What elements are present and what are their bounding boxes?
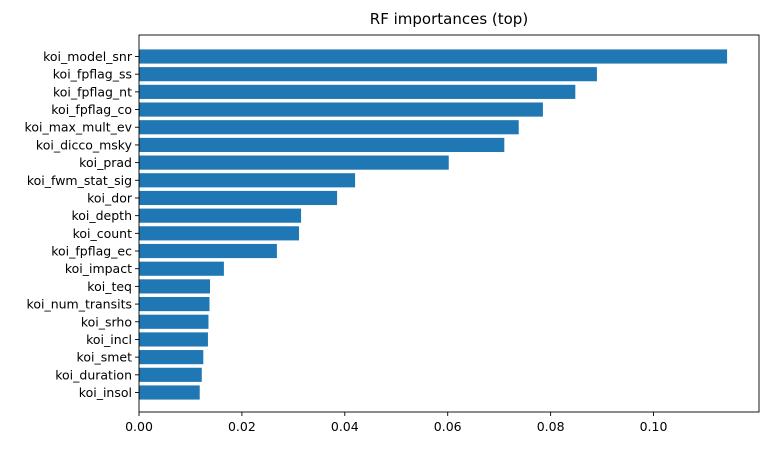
y-tick-label: koi_model_snr	[43, 49, 133, 64]
y-tick-label: koi_depth	[71, 208, 132, 223]
x-tick-label: 0.10	[640, 419, 668, 434]
x-tick-label: 0.06	[434, 419, 462, 434]
y-tick-label: koi_prad	[79, 155, 132, 170]
y-tick-label: koi_dor	[87, 190, 133, 205]
y-tick-label: koi_smet	[77, 350, 133, 365]
plot-frame	[138, 34, 760, 413]
bar-koi-duration	[139, 367, 202, 382]
x-tick-label: 0.00	[125, 419, 153, 434]
x-tick-label: 0.04	[331, 419, 359, 434]
y-tick-label: koi_dicco_msky	[36, 137, 133, 152]
bar-koi-incl	[139, 332, 208, 347]
y-axis-ticks: koi_model_snr koi_fpflag_ss koi_fpflag_ntk…	[25, 49, 139, 400]
y-tick-label: koi_incl	[86, 332, 132, 347]
y-tick-label: koi_fpflag_ss	[53, 67, 132, 82]
bar-koi-max-mult-ev	[139, 120, 519, 135]
y-tick-label: koi_max_mult_ev	[25, 120, 133, 135]
y-tick-label: koi_fpflag_ec	[51, 244, 132, 259]
bar-koi-prad	[139, 155, 449, 170]
chart-title: RF importances (top)	[370, 10, 528, 28]
y-tick-label: koi_duration	[55, 367, 132, 382]
y-tick-label: koi_fpflag_nt	[53, 84, 132, 99]
y-tick-label: koi_teq	[87, 279, 132, 294]
y-tick-label: koi_count	[73, 226, 133, 241]
bar-koi-depth	[139, 208, 302, 223]
y-tick-label: koi_srho	[81, 314, 132, 329]
y-tick-label: koi_fwm_stat_sig	[27, 173, 132, 188]
bar-koi-count	[139, 226, 300, 241]
bar-group	[139, 49, 728, 400]
bar-koi-smet	[139, 350, 204, 365]
bar-koi-insol	[139, 385, 200, 400]
bar-koi-dor	[139, 190, 338, 206]
y-tick-label: koi_insol	[79, 385, 132, 400]
y-tick-label: koi_impact	[65, 261, 132, 276]
bar-koi-fpflag-ec	[139, 243, 277, 259]
bar-koi-model-snr	[139, 49, 728, 64]
y-tick-label: koi_fpflag_co	[51, 102, 132, 117]
bar-koi-fwm-stat-sig	[139, 173, 356, 188]
y-tick-label: koi_num_transits	[27, 297, 132, 312]
bar-koi-num-transits	[139, 297, 210, 312]
x-tick-label: 0.02	[228, 419, 256, 434]
bar-koi-teq	[139, 279, 211, 294]
bar-koi-impact	[139, 261, 224, 276]
bar-koi-srho	[139, 314, 209, 329]
bar-koi-fpflag-ss	[139, 67, 597, 82]
bar-koi-fpflag-co	[139, 102, 543, 117]
bar-koi-dicco-msky	[139, 137, 505, 152]
bar-koi-fpflag-nt	[139, 84, 576, 99]
x-tick-label: 0.08	[537, 419, 565, 434]
x-axis-ticks: 0.00 0.02 0.04 0.06 0.08 0.10	[125, 412, 667, 434]
